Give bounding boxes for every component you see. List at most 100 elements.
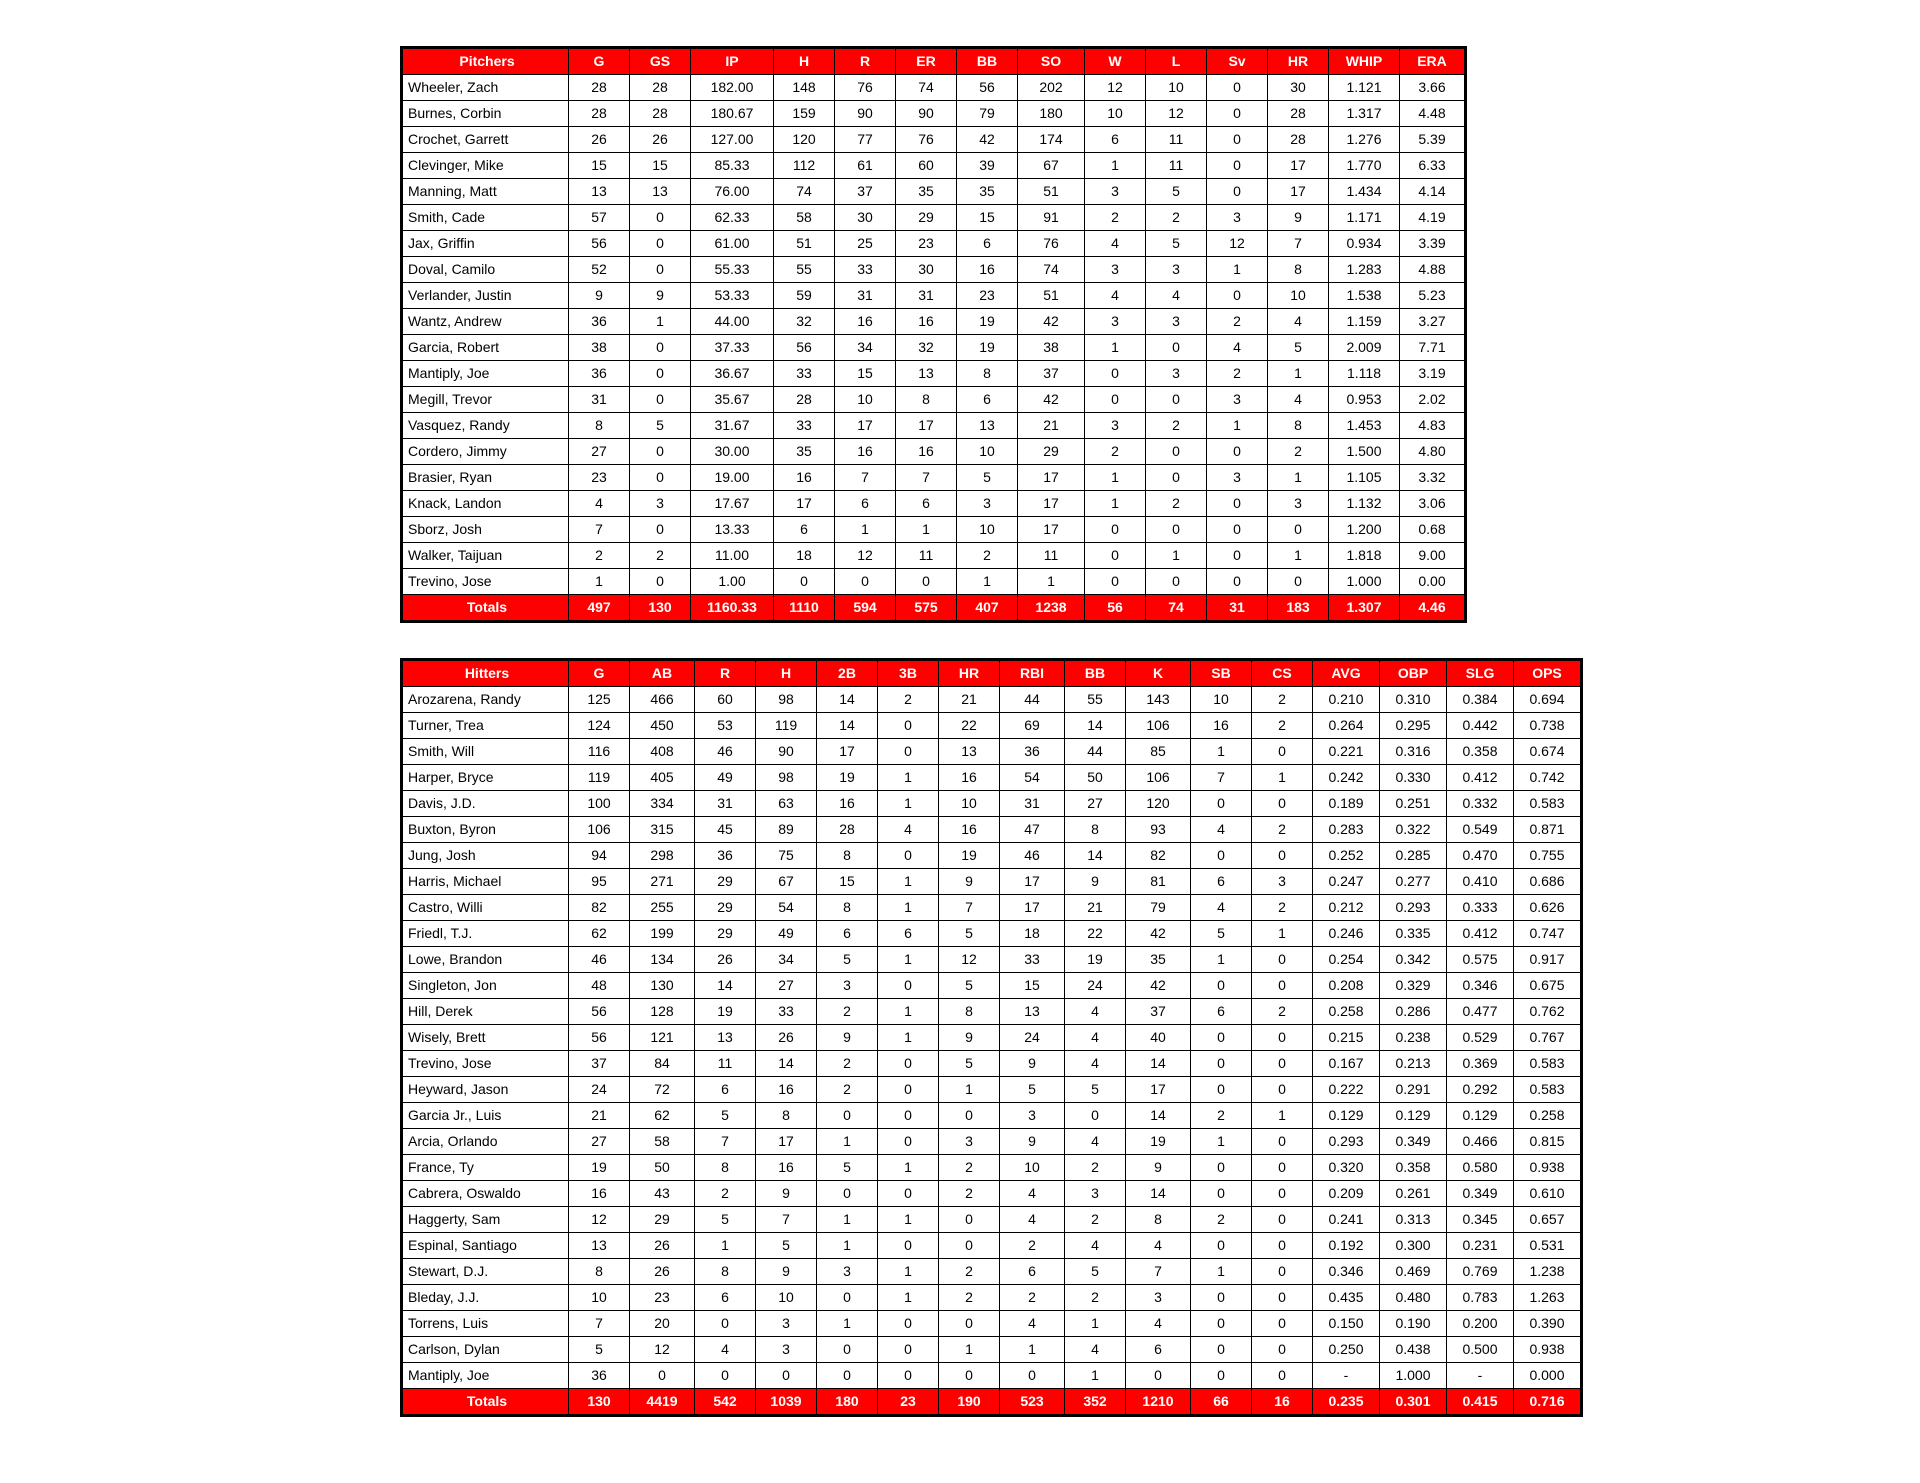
stat-cell-sv: 3 [1206, 464, 1268, 491]
stat-cell-w: 4 [1084, 282, 1146, 309]
player-name: Harris, Michael [401, 868, 569, 895]
stat-cell-g: 56 [568, 1024, 630, 1051]
stat-cell-l: 0 [1145, 438, 1207, 465]
stat-cell-r: 8 [694, 1154, 756, 1181]
stat-cell-ab: 50 [629, 1154, 695, 1181]
pitcher-row: Crochet, Garrett 26 26 127.00 120 77 76 42 174 6 1… [401, 126, 1466, 153]
stat-cell-k: 106 [1125, 712, 1191, 739]
total-cell-hr: 183 [1267, 594, 1329, 622]
pitcher-row: Brasier, Ryan 23 0 19.00 16 7 7 5 17 1 0 3 1 1.105 3.3… [401, 464, 1466, 491]
stat-cell-h: 9 [755, 1180, 817, 1207]
stat-cell-r: 1 [834, 516, 896, 543]
total-cell-era: 4.46 [1399, 594, 1466, 622]
stat-cell-h: 16 [755, 1154, 817, 1181]
stat-cell-gs: 0 [629, 334, 691, 361]
stat-cell-h: 54 [755, 894, 817, 921]
stat-cell-ab: 255 [629, 894, 695, 921]
stat-cell-era: 3.06 [1399, 490, 1466, 517]
stat-cell-rbi: 2 [999, 1232, 1065, 1259]
hitter-row: Buxton, Byron 106 315 45 89 28 4 16 47 8 93 4 2 0.283… [401, 816, 1582, 843]
stat-cell-ab: 405 [629, 764, 695, 791]
stat-cell-slg: 0.345 [1446, 1206, 1514, 1233]
pitcher-row: Wheeler, Zach 28 28 182.00 148 76 74 56 202 12 10 0… [401, 74, 1466, 101]
stat-cell-obp: 0.291 [1379, 1076, 1447, 1103]
hitters-totals-row: Totals 130 4419 542 1039 180 23 190 523 352 1210 66… [401, 1388, 1582, 1416]
stat-cell-sv: 0 [1206, 542, 1268, 569]
stat-cell-slg: 0.358 [1446, 738, 1514, 765]
hitter-row: Stewart, D.J. 8 26 8 9 3 1 2 6 5 7 1 0 0.346 0.469 0.76… [401, 1258, 1582, 1285]
stat-cell-cs: 0 [1251, 1128, 1313, 1155]
stat-cell-bb: 39 [956, 152, 1018, 179]
stat-cell-r: 4 [694, 1336, 756, 1363]
stat-cell-r: 7 [694, 1128, 756, 1155]
stat-cell-g: 116 [568, 738, 630, 765]
stat-cell-h: 3 [755, 1310, 817, 1337]
stat-cell-whip: 0.934 [1328, 230, 1400, 257]
stat-cell-ops: 0.755 [1513, 842, 1582, 869]
stat-cell-avg: 0.320 [1312, 1154, 1380, 1181]
stat-cell-obp: 0.238 [1379, 1024, 1447, 1051]
stat-cell-er: 16 [895, 308, 957, 335]
stat-cell-sb: 1 [1190, 1258, 1252, 1285]
stat-cell-h: 6 [773, 516, 835, 543]
hitter-row: Smith, Will 116 408 46 90 17 0 13 36 44 85 1 0 0.221 0… [401, 738, 1582, 765]
stat-cell-bb: 4 [1064, 1024, 1126, 1051]
player-name: Cabrera, Oswaldo [401, 1180, 569, 1207]
stat-cell-r: 45 [694, 816, 756, 843]
stat-cell-ab: 29 [629, 1206, 695, 1233]
stat-cell-g: 12 [568, 1206, 630, 1233]
stat-cell-g: 82 [568, 894, 630, 921]
player-name: Sborz, Josh [401, 516, 569, 543]
pitcher-row: Trevino, Jose 1 0 1.00 0 0 0 1 1 0 0 0 0 1.000 0.00 [401, 568, 1466, 595]
stat-cell-so: 202 [1017, 74, 1085, 101]
stat-cell-bb: 55 [1064, 686, 1126, 713]
stat-cell-ab: 128 [629, 998, 695, 1025]
stat-cell-bb: 23 [956, 282, 1018, 309]
column-header-g: G [568, 659, 630, 687]
stat-cell-h: 67 [755, 868, 817, 895]
stat-cell-hr: 0 [1267, 516, 1329, 543]
stat-cell-g: 19 [568, 1154, 630, 1181]
stat-cell-avg: 0.221 [1312, 738, 1380, 765]
stat-cell-whip: 1.818 [1328, 542, 1400, 569]
stat-cell-ops: 0.747 [1513, 920, 1582, 947]
stat-cell-avg: 0.264 [1312, 712, 1380, 739]
stat-cell-slg: 0.346 [1446, 972, 1514, 999]
stat-cell-sb: 4 [1190, 894, 1252, 921]
stat-cell-k: 0 [1125, 1362, 1191, 1389]
stat-cell-hr: 28 [1267, 126, 1329, 153]
stat-cell-slg: 0.466 [1446, 1128, 1514, 1155]
total-cell-g: 497 [568, 594, 630, 622]
hitter-row: Singleton, Jon 48 130 14 27 3 0 5 15 24 42 0 0 0.208 0… [401, 972, 1582, 999]
column-header-r: R [834, 47, 896, 75]
stat-cell-obp: 0.277 [1379, 868, 1447, 895]
stat-cell-hr: 9 [1267, 204, 1329, 231]
stat-cell-avg: 0.346 [1312, 1258, 1380, 1285]
stat-cell-g: 7 [568, 516, 630, 543]
column-header-slg: SLG [1446, 659, 1514, 687]
stat-cell-avg: 0.215 [1312, 1024, 1380, 1051]
stat-cell-2b: 28 [816, 816, 878, 843]
stat-cell-r: 77 [834, 126, 896, 153]
stat-cell-gs: 9 [629, 282, 691, 309]
player-name: Wheeler, Zach [401, 74, 569, 101]
stat-cell-hr: 3 [1267, 490, 1329, 517]
stat-cell-sb: 7 [1190, 764, 1252, 791]
stat-cell-cs: 0 [1251, 1336, 1313, 1363]
stat-cell-bb: 2 [1064, 1154, 1126, 1181]
stat-cell-3b: 0 [877, 712, 939, 739]
stat-cell-bb: 13 [956, 412, 1018, 439]
hitter-row: Bleday, J.J. 10 23 6 10 0 1 2 2 2 3 0 0 0.435 0.480 0.7… [401, 1284, 1582, 1311]
stat-cell-cs: 2 [1251, 686, 1313, 713]
column-header-hr: HR [1267, 47, 1329, 75]
stat-cell-3b: 0 [877, 842, 939, 869]
stat-cell-rbi: 9 [999, 1050, 1065, 1077]
stat-cell-so: 174 [1017, 126, 1085, 153]
stat-cell-g: 23 [568, 464, 630, 491]
stat-cell-h: 16 [755, 1076, 817, 1103]
total-cell-ab: 4419 [629, 1388, 695, 1416]
stat-cell-slg: - [1446, 1362, 1514, 1389]
total-cell-h: 1039 [755, 1388, 817, 1416]
stat-cell-obp: 0.322 [1379, 816, 1447, 843]
